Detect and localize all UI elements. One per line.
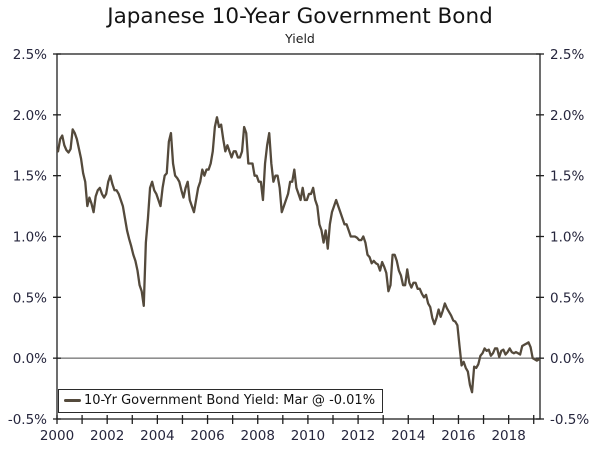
y-axis-label-left: 2.0%	[13, 108, 47, 124]
y-axis-label-left: 0.5%	[13, 290, 47, 306]
x-axis-label: 2016	[441, 428, 475, 444]
y-axis-label-right: 2.0%	[550, 108, 584, 124]
x-axis-label: 2002	[90, 428, 124, 444]
x-axis-label: 2008	[241, 428, 275, 444]
y-axis-label-right: 1.5%	[550, 169, 584, 185]
y-axis-label-right: -0.5%	[550, 412, 589, 428]
y-axis-label-right: 0.0%	[550, 351, 584, 367]
legend-line-swatch	[64, 398, 81, 403]
x-axis-label: 2010	[291, 428, 325, 444]
x-axis-label: 2000	[40, 428, 74, 444]
x-axis-label: 2006	[190, 428, 224, 444]
y-axis-label-left: 1.0%	[13, 230, 47, 246]
legend-label: 10-Yr Government Bond Yield: Mar @ -0.01…	[84, 393, 376, 408]
y-axis-label-right: 1.0%	[550, 230, 584, 246]
y-axis-label-left: 2.5%	[13, 47, 47, 63]
x-axis-label: 2018	[491, 428, 525, 444]
x-axis-label: 2004	[140, 428, 174, 444]
yield-line	[56, 116, 541, 394]
legend: 10-Yr Government Bond Yield: Mar @ -0.01…	[58, 389, 384, 413]
chart-title: Japanese 10-Year Government Bond	[107, 4, 493, 29]
chart-subtitle: Yield	[285, 31, 315, 46]
y-axis-label-right: 0.5%	[550, 290, 584, 306]
y-axis-label-left: -0.5%	[8, 412, 47, 428]
x-axis-label: 2012	[341, 428, 375, 444]
y-axis-label-left: 0.0%	[13, 351, 47, 367]
x-axis-label: 2014	[391, 428, 425, 444]
y-axis-label-left: 1.5%	[13, 169, 47, 185]
y-axis-label-right: 2.5%	[550, 47, 584, 63]
